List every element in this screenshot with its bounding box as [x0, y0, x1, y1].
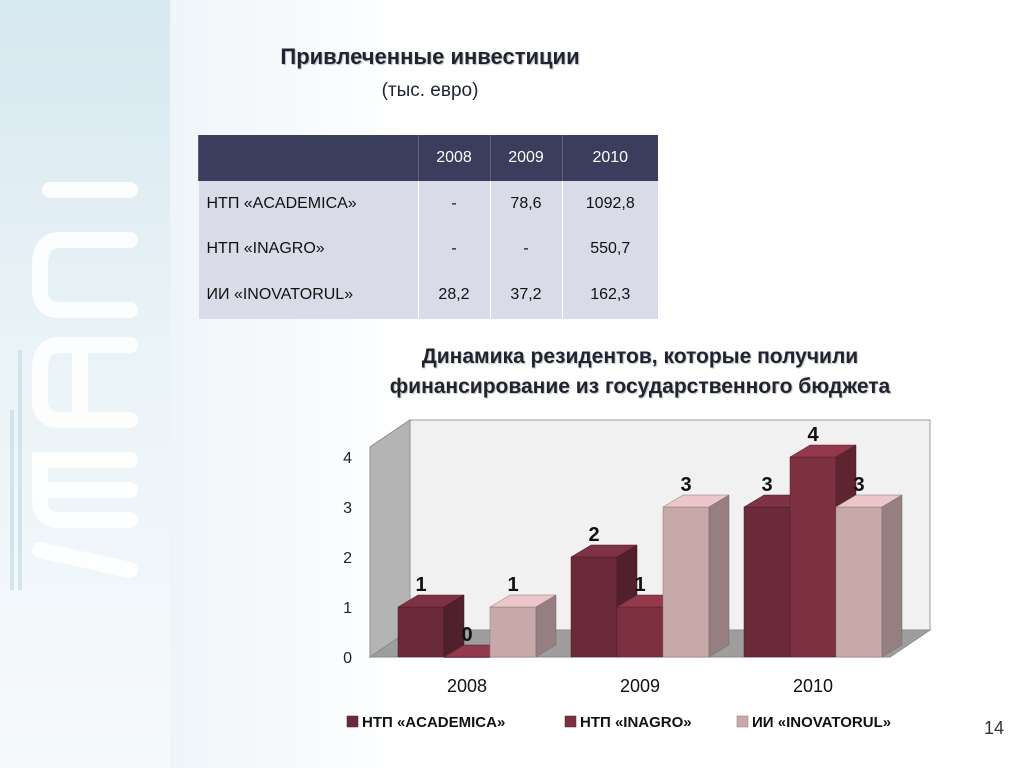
bar-data-label: 3: [680, 474, 691, 496]
table-row-label: НТП «ACADEMICA»: [198, 181, 418, 226]
bar: [743, 506, 791, 658]
y-tick-label: 3: [343, 500, 352, 517]
table-header-cell: 2009: [489, 135, 562, 181]
y-tick-label: 1: [343, 600, 352, 617]
legend-swatch: [736, 715, 749, 728]
bar-data-label: 3: [761, 474, 772, 496]
legend-label: ИИ «INOVATORUL»: [752, 714, 891, 731]
table-cell: 28,2: [417, 271, 490, 319]
table-cell: -: [417, 181, 490, 226]
x-tick-label: 2008: [447, 676, 487, 696]
page-number: 14: [983, 718, 1004, 738]
legend-swatch: [346, 715, 359, 728]
slide-subtitle: (тыс. евро): [381, 80, 479, 101]
bar-data-label: 4: [807, 424, 819, 446]
table-cell: 1092,8: [561, 181, 658, 226]
bar: [397, 606, 445, 658]
table-cell: -: [417, 226, 490, 271]
bar: [570, 556, 618, 658]
bar: [662, 506, 710, 658]
table-header-cell: 2008: [417, 135, 490, 181]
table-cell: 162,3: [561, 271, 658, 319]
legend-label: НТП «INAGRO»: [580, 714, 692, 731]
table-header-cell: [198, 135, 418, 181]
table-cell: 78,6: [489, 181, 562, 226]
bar-data-label: 1: [415, 574, 426, 596]
bar-data-label: 2: [588, 524, 599, 546]
table-row-label: ИИ «INOVATORUL»: [198, 271, 418, 319]
investments-table: 2008 2009 2010 НТП «ACADEMICA» - 78,6 10…: [198, 135, 658, 319]
chart-title: Динамика резидентов, которые получили фи…: [320, 342, 960, 402]
y-tick-label: 0: [343, 650, 352, 667]
legend-label: НТП «ACADEMICA»: [362, 714, 505, 731]
chart-title-line: Динамика резидентов, которые получили: [421, 345, 859, 368]
bar: [489, 606, 537, 658]
bar-data-label: 1: [507, 574, 518, 596]
bar-side: [535, 594, 557, 658]
bar-side: [708, 494, 730, 658]
table-header-cell: 2010: [561, 135, 658, 181]
bar-data-label: 3: [853, 474, 864, 496]
bar: [789, 456, 837, 658]
chart-title-line: финансирование из государственного бюдже…: [389, 375, 891, 398]
logo-watermark: [10, 182, 138, 590]
table-row-label: НТП «INAGRO»: [198, 226, 418, 271]
table-cell: 37,2: [489, 271, 562, 319]
slide-title: Привлеченные инвестиции: [280, 44, 580, 69]
table-header-row: 2008 2009 2010: [198, 135, 658, 181]
x-tick-label: 2010: [793, 676, 833, 696]
table-row: ИИ «INOVATORUL» 28,2 37,2 162,3: [198, 271, 658, 319]
legend-swatch: [564, 715, 577, 728]
bar: [835, 506, 883, 658]
table-row: НТП «INAGRO» - - 550,7: [198, 226, 658, 271]
table-cell: 550,7: [561, 226, 658, 271]
y-tick-label: 2: [343, 550, 352, 567]
bar-data-label: 0: [461, 624, 472, 646]
table-cell: -: [489, 226, 562, 271]
bar: [616, 606, 664, 658]
x-tick-label: 2009: [620, 676, 660, 696]
table-row: НТП «ACADEMICA» - 78,6 1092,8: [198, 181, 658, 226]
y-tick-label: 4: [343, 450, 352, 467]
bar-data-label: 1: [634, 574, 645, 596]
bar-side: [881, 494, 903, 658]
